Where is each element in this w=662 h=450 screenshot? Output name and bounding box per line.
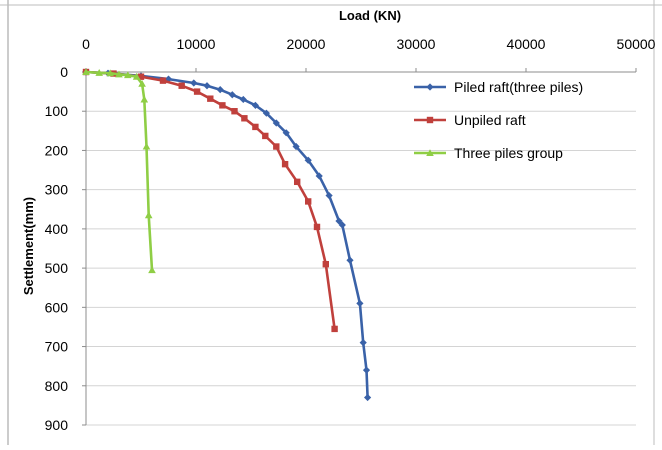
legend-item-2: Three piles group — [414, 145, 563, 161]
series-2 — [82, 68, 156, 274]
series-0-point-22 — [362, 366, 371, 374]
y-axis-title: Settlement(mm) — [21, 197, 36, 295]
legend-label-0: Piled raft(three piles) — [454, 79, 583, 95]
series-1-point-14 — [294, 178, 301, 186]
series-0-point-11 — [272, 119, 280, 127]
series-1-point-4 — [178, 82, 185, 89]
x-tick-label-1: 10000 — [177, 36, 216, 52]
axes: 0 10000 20000 30000 40000 50000 0 100 200 300 400 5… — [45, 36, 656, 433]
series-1-point-3 — [159, 77, 167, 84]
series-1-point-8 — [231, 108, 238, 115]
series-1-point-5 — [193, 88, 201, 95]
x-tick-label-0: 0 — [82, 36, 90, 52]
series-1-point-6 — [207, 95, 214, 102]
series-1-point-9 — [241, 115, 248, 122]
y-tick-label-7: 700 — [45, 339, 69, 355]
series-0-point-15 — [315, 172, 323, 180]
series-0-point-16 — [325, 191, 333, 200]
series-0-point-23 — [364, 393, 372, 402]
series-0-point-8 — [239, 95, 247, 104]
series-2-point-10 — [148, 266, 156, 274]
series-0-point-10 — [262, 109, 270, 117]
legend-label-2: Three piles group — [454, 145, 563, 161]
y-tick-label-3: 300 — [45, 182, 69, 198]
series-1-point-15 — [305, 198, 312, 205]
x-tick-label-4: 40000 — [507, 36, 546, 52]
y-tick-label-0: 0 — [60, 64, 68, 80]
y-tick-label-9: 900 — [45, 417, 69, 433]
series-2-point-2 — [106, 69, 114, 77]
series-0-point-20 — [356, 299, 364, 308]
series-1 — [82, 68, 338, 333]
y-tick-label-6: 600 — [45, 299, 69, 315]
series-2-point-9 — [144, 211, 153, 219]
series-line-0 — [85, 70, 369, 398]
series-0-point-4 — [190, 79, 198, 87]
legend-swatch-marker-1 — [426, 116, 434, 124]
series-0-point-12 — [282, 129, 290, 137]
series-0-point-9 — [251, 101, 259, 109]
legend-label-1: Unpiled raft — [454, 112, 526, 128]
series-2-point-3 — [115, 70, 123, 78]
y-tick-label-4: 400 — [45, 221, 69, 237]
series-2-point-0 — [82, 68, 90, 76]
x-tick-label-2: 20000 — [287, 36, 326, 52]
y-tick-label-1: 100 — [45, 103, 69, 119]
series-0-point-5 — [203, 82, 211, 90]
x-axis-title: Load (KN) — [339, 8, 401, 23]
x-tick-label-5: 50000 — [617, 36, 656, 52]
series-layer — [82, 68, 372, 402]
series-1-point-12 — [273, 143, 280, 150]
legend-swatch-marker-0 — [426, 83, 434, 91]
series-0-point-6 — [216, 86, 224, 94]
series-2-point-5 — [132, 72, 141, 80]
legend: Piled raft(three piles) Unpiled raft Three… — [414, 79, 583, 161]
series-0-point-13 — [292, 142, 300, 151]
series-2-point-7 — [140, 95, 149, 103]
legend-item-1: Unpiled raft — [414, 112, 526, 128]
y-tick-label-2: 200 — [45, 142, 69, 158]
series-1-point-2 — [137, 73, 145, 80]
series-1-point-11 — [262, 132, 269, 140]
series-0-point-7 — [228, 91, 236, 99]
series-2-point-6 — [138, 79, 146, 87]
series-1-point-13 — [281, 160, 289, 168]
legend-swatch-marker-2 — [426, 149, 434, 157]
series-0-point-18 — [338, 221, 346, 229]
x-tick-label-3: 30000 — [397, 36, 436, 52]
series-1-point-17 — [322, 260, 329, 268]
series-0-point-14 — [304, 156, 312, 164]
series-2-point-1 — [95, 68, 103, 76]
series-2-point-4 — [124, 71, 132, 79]
series-1-point-7 — [219, 102, 226, 109]
series-2-point-8 — [142, 142, 151, 150]
series-1-point-18 — [331, 325, 338, 333]
legend-item-0: Piled raft(three piles) — [414, 79, 583, 95]
y-tick-label-8: 800 — [45, 378, 69, 394]
series-0-point-19 — [346, 256, 354, 264]
series-0-point-17 — [335, 217, 343, 225]
y-tick-label-5: 500 — [45, 260, 69, 276]
series-1-point-16 — [313, 223, 321, 231]
series-0 — [82, 68, 372, 402]
series-1-point-10 — [252, 123, 259, 131]
series-0-point-21 — [359, 339, 367, 347]
